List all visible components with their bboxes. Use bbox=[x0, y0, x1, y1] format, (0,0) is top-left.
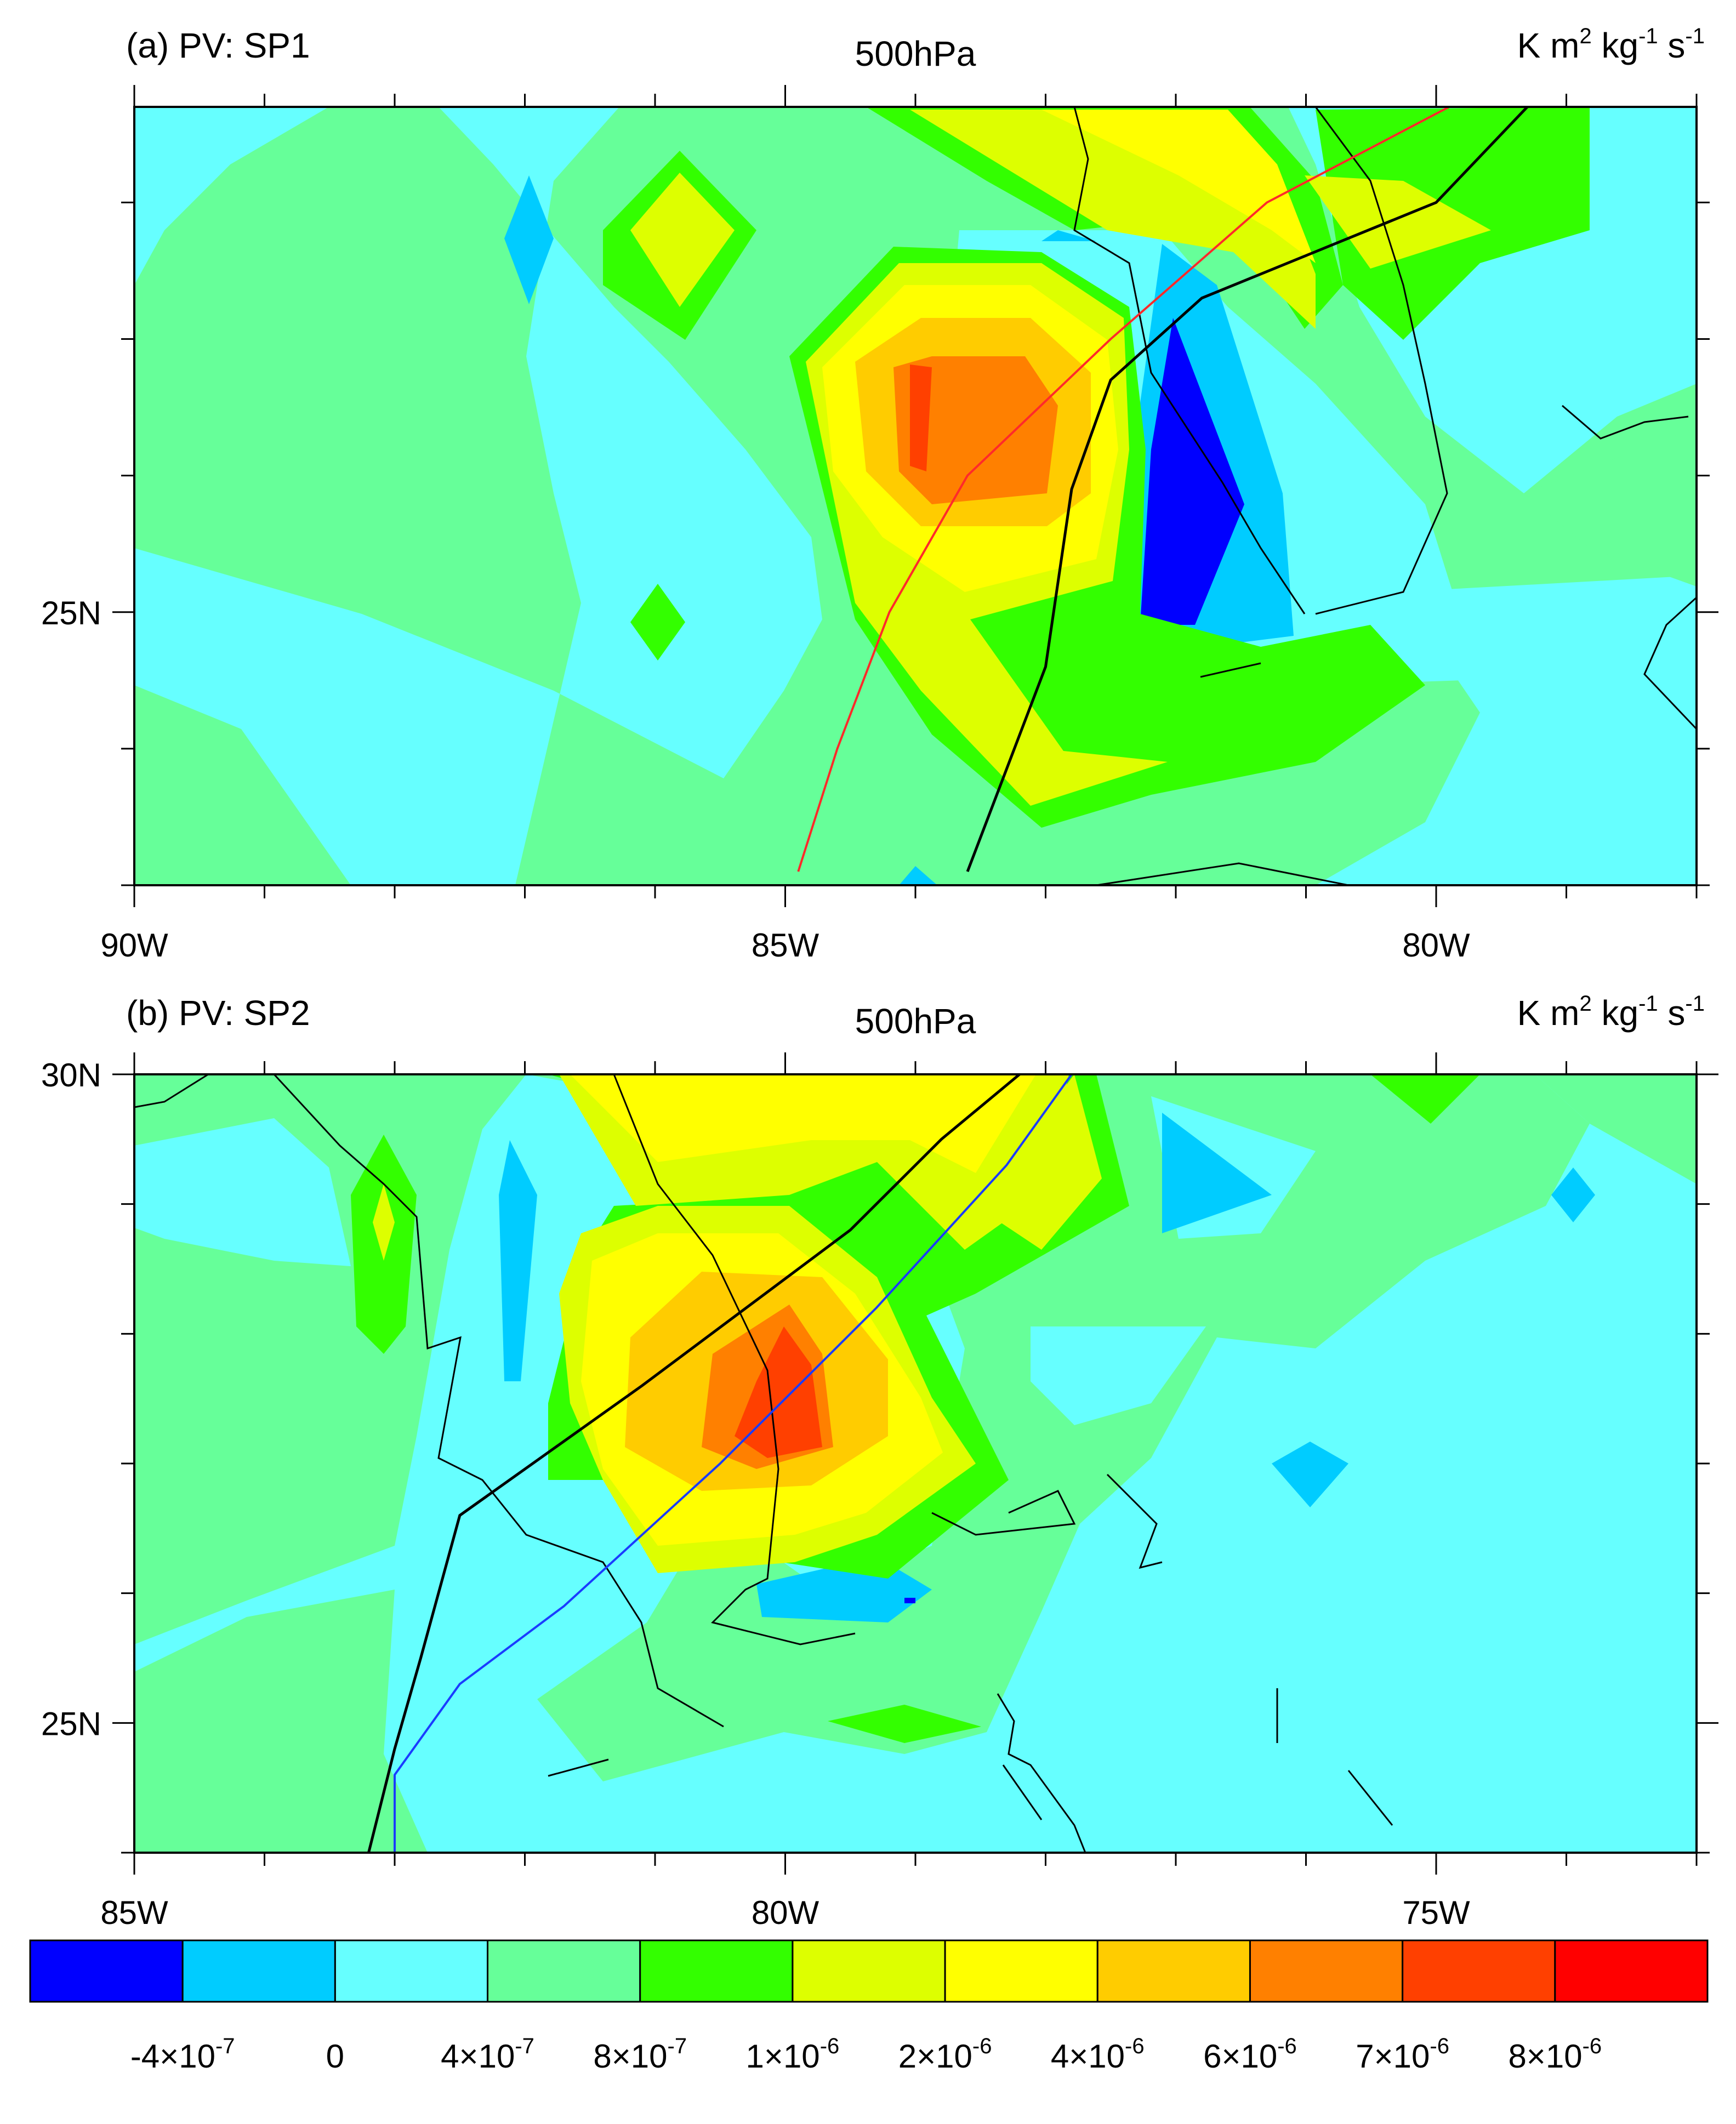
x-tick-label: 85W bbox=[752, 927, 819, 964]
y-tick-label: 30N bbox=[41, 1057, 101, 1094]
colorbar-label: 2×10-6 bbox=[898, 2034, 992, 2075]
panel-a-track-black bbox=[966, 107, 1532, 872]
colorbar-label: -4×10-7 bbox=[130, 2034, 235, 2075]
pv-region-green bbox=[630, 584, 685, 660]
panel-a: (a) PV: SP1 500hPa K m2 kg-1 s-1 bbox=[41, 24, 1718, 964]
colorbar-label: 4×10-7 bbox=[441, 2034, 534, 2075]
panel-b-level: 500hPa bbox=[855, 1001, 976, 1041]
pv-region-yellow-green bbox=[1305, 175, 1491, 269]
pv-region-red-orange bbox=[910, 365, 932, 471]
colorbar-swatch bbox=[944, 1939, 1098, 2003]
colorbar-swatch bbox=[639, 1939, 794, 2003]
colorbar-swatch bbox=[1554, 1939, 1709, 2003]
pv-region-yellow bbox=[570, 1074, 1036, 1173]
pv-region-blue-cyan bbox=[504, 175, 554, 304]
colorbar-swatch bbox=[29, 1939, 184, 2003]
colorbar-swatch bbox=[181, 1939, 336, 2003]
panel-a-units: K m2 kg-1 s-1 bbox=[1517, 24, 1705, 65]
pv-region-lightgreen bbox=[1524, 428, 1697, 586]
pv-region-lightgreen bbox=[1535, 1074, 1697, 1184]
colorbar-swatch bbox=[334, 1939, 489, 2003]
colorbar-swatch bbox=[1402, 1939, 1556, 2003]
pv-region-cyan bbox=[1316, 576, 1697, 885]
panel-b: (b) PV: SP2 500hPa K m2 kg-1 s-1 bbox=[41, 992, 1718, 1931]
panel-a-ticks: 90W 85W 80W 25N bbox=[41, 85, 1718, 964]
panel-a-coastlines bbox=[1073, 107, 1697, 885]
pv-region-red-orange bbox=[735, 1326, 822, 1458]
pv-region-green bbox=[1370, 1074, 1480, 1124]
pv-region-blue-cyan bbox=[1551, 1168, 1595, 1222]
colorbar-swatch bbox=[487, 1939, 641, 2003]
pv-region-yellow-green bbox=[630, 173, 735, 307]
colorbar-label: 4×10-6 bbox=[1051, 2034, 1145, 2075]
colorbar-label: 0 bbox=[326, 2038, 344, 2075]
x-tick-label: 80W bbox=[1402, 927, 1470, 964]
pv-region-cyan bbox=[134, 107, 329, 285]
x-tick-label: 85W bbox=[100, 1894, 168, 1931]
x-tick-label: 90W bbox=[100, 927, 168, 964]
colorbar-swatch bbox=[1249, 1939, 1404, 2003]
pv-region-blue-cyan bbox=[1041, 230, 1096, 241]
x-tick-label: 75W bbox=[1402, 1894, 1470, 1931]
colorbar-swatch bbox=[1096, 1939, 1251, 2003]
panel-b-units: K m2 kg-1 s-1 bbox=[1517, 992, 1705, 1033]
pv-region-yellow bbox=[1041, 110, 1316, 263]
panel-b-plot-area bbox=[134, 1074, 1697, 1853]
pv-region-blue-cyan bbox=[1272, 1442, 1348, 1507]
pv-region-orange bbox=[893, 356, 1058, 504]
panel-b-track-blue bbox=[394, 1074, 1073, 1853]
colorbar-label: 1×10-6 bbox=[746, 2034, 840, 2075]
pv-region-green bbox=[828, 1705, 981, 1743]
pv-region-cyan bbox=[1031, 1326, 1206, 1425]
panel-b-ticks: 85W 80W 75W 25N 30N bbox=[41, 1052, 1718, 1931]
panel-a-label: (a) PV: SP1 bbox=[126, 26, 310, 65]
panel-a-level: 500hPa bbox=[855, 34, 976, 73]
y-tick-label: 25N bbox=[41, 595, 101, 631]
colorbar-label: 6×10-6 bbox=[1203, 2034, 1297, 2075]
pv-region-deep-blue bbox=[904, 1598, 915, 1603]
pv-region-yellow-green bbox=[976, 1074, 1102, 1250]
panel-b-label: (b) PV: SP2 bbox=[126, 993, 310, 1033]
panel-b-coastlines bbox=[134, 1074, 1393, 1853]
y-tick-label: 25N bbox=[41, 1705, 101, 1742]
panel-a-plot-area bbox=[134, 107, 1697, 885]
colorbar-label: 8×10-7 bbox=[593, 2034, 687, 2075]
colorbar-label: 7×10-6 bbox=[1356, 2034, 1449, 2075]
pv-region-yellow-green bbox=[373, 1184, 395, 1261]
colorbar: -4×10-7 0 4×10-7 8×10-7 1×10-6 2×10-6 4×10-6 6×… bbox=[29, 1939, 1709, 2075]
pv-region-blue-cyan bbox=[899, 866, 937, 885]
panel-a-track-red bbox=[797, 107, 1460, 872]
pv-region-blue-cyan bbox=[499, 1140, 537, 1381]
pv-region-lightgreen bbox=[134, 1590, 428, 1853]
pv-region-cyan bbox=[134, 1118, 351, 1266]
pv-region-blue-cyan bbox=[1162, 1113, 1272, 1233]
colorbar-label: 8×10-6 bbox=[1508, 2034, 1602, 2075]
colorbar-swatch bbox=[792, 1939, 946, 2003]
x-tick-label: 80W bbox=[752, 1894, 819, 1931]
panel-b-track-black bbox=[367, 1074, 1021, 1853]
pv-region-cyan bbox=[134, 107, 822, 885]
